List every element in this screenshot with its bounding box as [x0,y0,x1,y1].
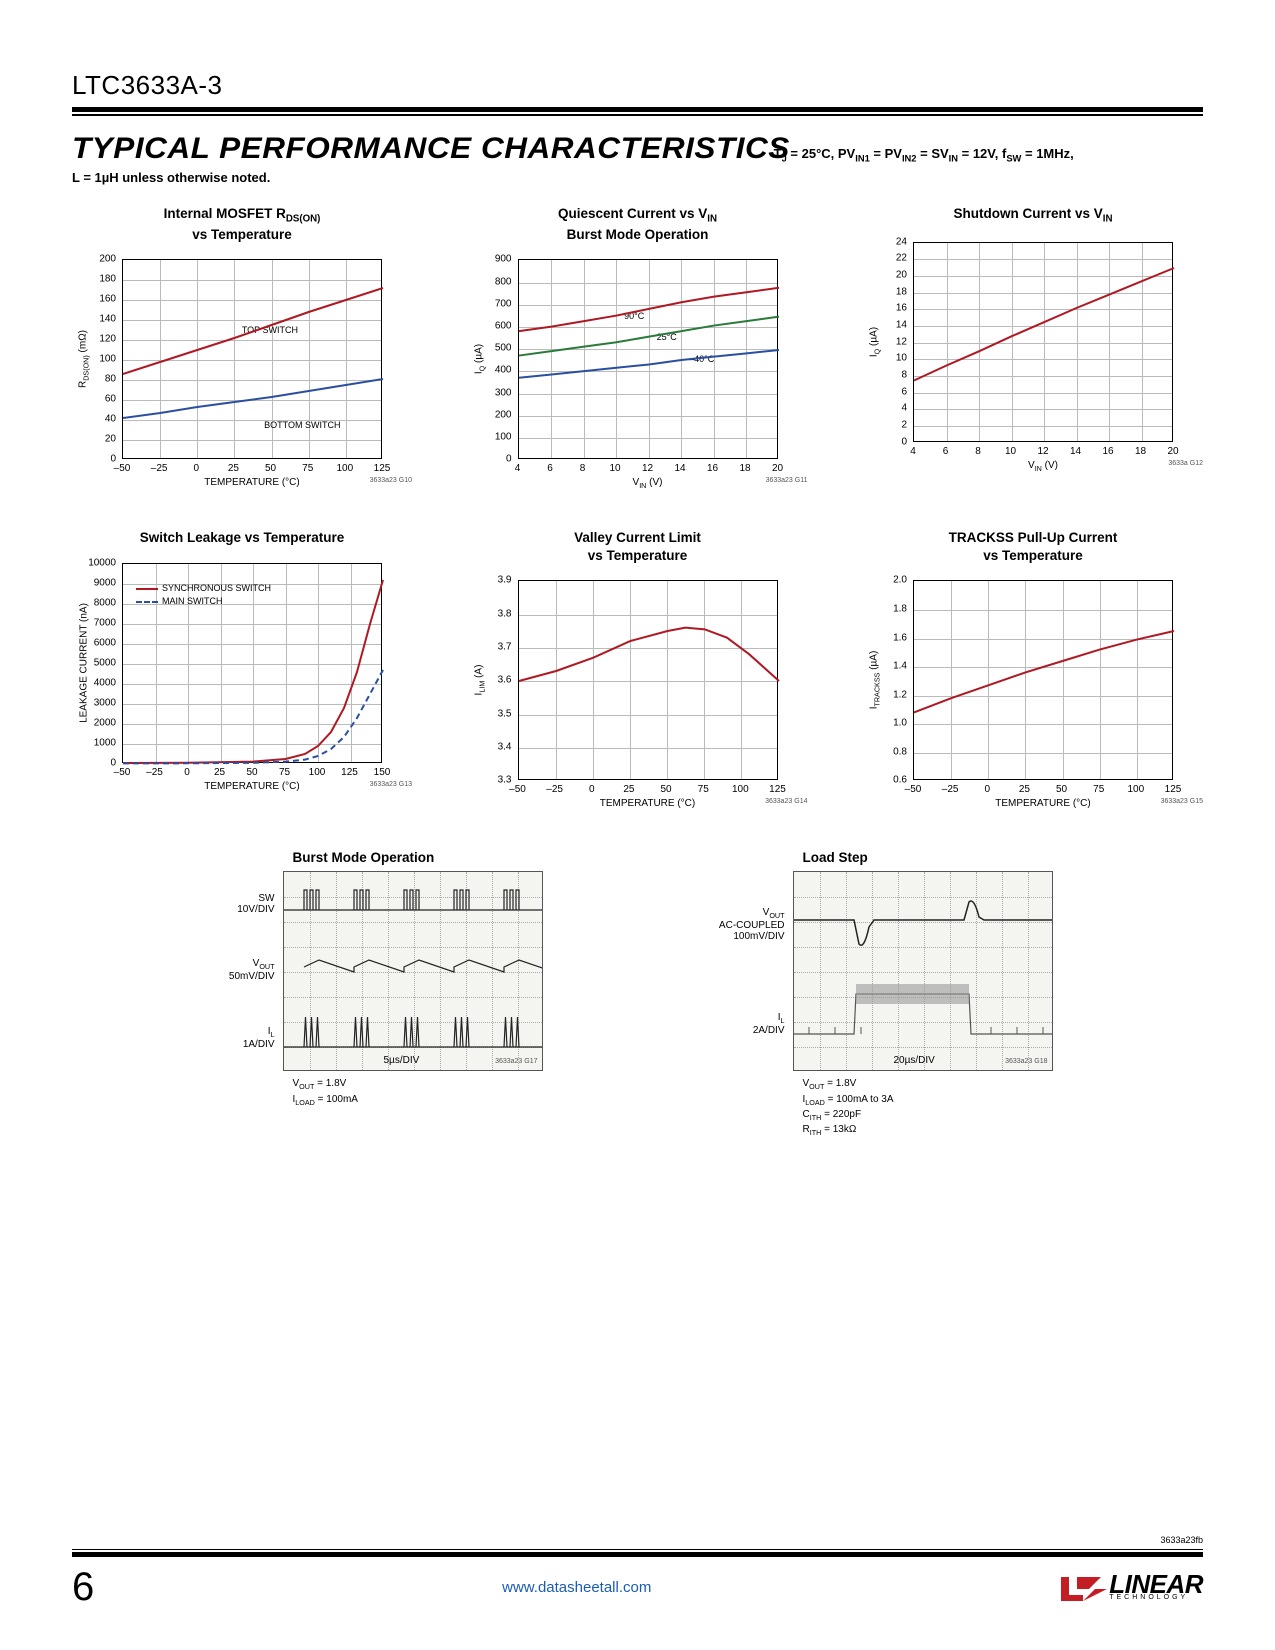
part-number: LTC3633A-3 [72,70,1203,101]
scope-trace-label: VOUT50mV/DIV [173,958,275,982]
page-number: 6 [72,1565,94,1610]
scope-caption: VOUT = 1.8VILOAD = 100mA to 3ACITH = 220… [683,1077,1103,1137]
rule-thick [72,107,1203,112]
chart-title: Quiescent Current vs VINBurst Mode Opera… [468,205,808,244]
scope-title: Burst Mode Operation [173,850,593,865]
section-title: TYPICAL PERFORMANCE CHARACTERISTICS [72,132,790,166]
chart-title: Internal MOSFET RDS(ON)vs Temperature [72,205,412,244]
test-conditions: TJ = 25°C, PVIN1 = PVIN2 = SVIN = 12V, f… [774,146,1074,164]
test-conditions-sub: L = 1µH unless otherwise noted. [72,170,1203,185]
footer-doc-id: 3633a23fb [72,1535,1203,1545]
scope-trace-label: IL1A/DIV [173,1026,275,1050]
logo-text: LINEAR [1109,1574,1203,1595]
company-logo: LINEAR TECHNOLOGY [1059,1571,1203,1605]
oscilloscope-screen: 20µs/DIV3633a23 G18 [793,871,1053,1071]
footer-link[interactable]: www.datasheetall.com [94,1579,1059,1596]
scope-trace-label: IL2A/DIV [683,1012,785,1036]
chart-title: TRACKSS Pull-Up Currentvs Temperature [863,529,1203,564]
chart-title: Shutdown Current vs VIN [863,205,1203,226]
scope-title: Load Step [683,850,1103,865]
scope-trace-label: VOUTAC-COUPLED100mV/DIV [683,907,785,942]
scope-trace-label: SW10V/DIV [173,893,275,915]
chart-title: Switch Leakage vs Temperature [72,529,412,547]
chart-title: Valley Current Limitvs Temperature [468,529,808,564]
rule-thin [72,114,1203,116]
footer-rule-thick [72,1552,1203,1557]
oscilloscope-screen: 5µs/DIV3633a23 G17 [283,871,543,1071]
footer-rule-thin [72,1549,1203,1551]
scope-caption: VOUT = 1.8VILOAD = 100mA [173,1077,593,1107]
